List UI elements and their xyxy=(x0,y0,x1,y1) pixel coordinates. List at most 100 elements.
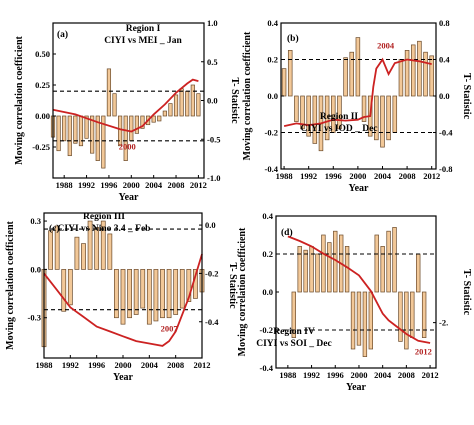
y-axis-label: Moving correlation coefficient xyxy=(242,31,253,160)
y2-tick-label: 0.8 xyxy=(439,18,450,28)
relationship-title: CIYI vs Nino 3.4 _ Feb xyxy=(58,224,151,234)
x-tick-label: 2004 xyxy=(141,360,159,370)
panel-a: 1988 1992 1996 2000 2004 2008 2012 -0.25 0.00 0.2… xyxy=(14,18,240,203)
bar xyxy=(162,110,167,117)
x-tick-label: 2000 xyxy=(123,180,140,190)
bar xyxy=(95,115,100,161)
bar xyxy=(73,115,78,144)
y2-tick-label: 0.5 xyxy=(207,57,218,67)
bar xyxy=(315,253,320,293)
x-axis-label: Year xyxy=(346,382,367,393)
x-tick-label: 1996 xyxy=(100,180,117,190)
bar xyxy=(56,115,61,152)
y-tick-label: -0.3 xyxy=(28,313,41,323)
x-tick-label: 2008 xyxy=(167,360,184,370)
y-tick-label: 0.2 xyxy=(262,249,273,259)
bar xyxy=(410,44,416,97)
y-tick-label: 0.2 xyxy=(267,55,278,65)
x-tick-label: 1992 xyxy=(300,171,317,181)
y2-tick-label: -0.4 xyxy=(205,317,219,327)
panel-d: 1988 1992 1996 2000 2004 2008 2012 -0.4 -0.2 0.0 0… xyxy=(237,211,472,393)
bar xyxy=(356,291,362,346)
y2-tick-label: 0.4 xyxy=(439,55,450,65)
bar xyxy=(94,227,100,270)
region-title: Region III xyxy=(83,212,125,222)
bar xyxy=(179,88,184,117)
x-axis-label: Year xyxy=(113,372,134,383)
t-statistic-line xyxy=(43,253,203,347)
y2-tick-label: 0.0 xyxy=(205,220,216,230)
bar xyxy=(324,95,330,141)
bar xyxy=(185,90,190,117)
bar xyxy=(306,95,311,137)
bar xyxy=(106,68,112,117)
y-axis-label: Moving correlation coefficient xyxy=(5,221,16,350)
panel-label: (a) xyxy=(57,29,68,40)
bar xyxy=(312,95,318,144)
y-tick-label: -0.25 xyxy=(32,142,50,152)
y-tick-label: -0.4 xyxy=(265,164,279,174)
y-tick-label: -0.2 xyxy=(260,325,273,335)
x-tick-label: 1992 xyxy=(303,370,320,380)
panel-c: 1988 1992 1996 2000 2004 2008 2012 -0.3 0.0 0.3 -0… xyxy=(5,212,238,383)
t-statistic-line xyxy=(52,78,199,133)
x-tick-label: 2008 xyxy=(399,171,416,181)
bar xyxy=(48,230,53,270)
bar xyxy=(392,95,398,133)
y2-tick-label: -0.8 xyxy=(439,164,452,174)
y-tick-label: -0.2 xyxy=(265,128,278,138)
x-tick-label: 2012 xyxy=(194,360,211,370)
t-statistic-line xyxy=(283,57,432,127)
bar xyxy=(355,37,361,97)
bar xyxy=(54,225,60,270)
bar xyxy=(362,291,368,357)
y2-axis-label: T- Statistic xyxy=(229,77,240,124)
bar xyxy=(404,291,409,350)
bar xyxy=(398,59,404,97)
bar xyxy=(291,291,296,338)
bar xyxy=(100,220,106,270)
bar xyxy=(62,115,67,142)
bar xyxy=(67,269,73,306)
bar xyxy=(429,55,434,97)
y-tick-label: 0.3 xyxy=(30,216,41,226)
bar xyxy=(101,115,106,169)
y2-axis-label: T- Statistic xyxy=(461,269,472,316)
bar xyxy=(90,115,95,154)
y2-tick-label: 0.0 xyxy=(207,96,218,106)
bar xyxy=(151,115,156,123)
x-tick-label: 1988 xyxy=(56,180,73,190)
bar xyxy=(374,95,379,141)
bar xyxy=(186,269,192,302)
bar xyxy=(349,51,354,97)
bar xyxy=(173,269,179,315)
x-tick-label: 2000 xyxy=(349,171,366,181)
y-axis-label: Moving correlation coefficient xyxy=(14,36,25,165)
bar xyxy=(392,227,397,293)
x-tick-label: 2004 xyxy=(145,180,163,190)
bar xyxy=(179,269,185,309)
x-tick-label: 1996 xyxy=(88,360,105,370)
x-tick-label: 1988 xyxy=(279,370,296,380)
bar xyxy=(417,40,422,97)
y2-tick-label: -0.4 xyxy=(439,128,453,138)
bar xyxy=(114,269,119,319)
y-tick-label: 0.50 xyxy=(35,49,50,59)
y2-tick-label: 0.0 xyxy=(439,91,450,101)
bar xyxy=(303,249,308,293)
bar xyxy=(386,95,391,141)
panel-label: (c) xyxy=(49,223,60,234)
bar xyxy=(294,95,299,122)
bar xyxy=(368,291,374,350)
bar xyxy=(297,246,302,293)
bar xyxy=(196,93,201,117)
y2-axis-label: T- Statistic xyxy=(461,73,472,120)
y-tick-label: 0.0 xyxy=(262,287,273,297)
x-tick-label: 2008 xyxy=(168,180,185,190)
y-axis-label: Moving correlation coefficient xyxy=(237,227,248,356)
x-tick-label: 2012 xyxy=(423,171,440,181)
bar xyxy=(190,84,195,117)
bar xyxy=(129,115,134,142)
bar xyxy=(118,115,123,147)
y-tick-label: 0.0 xyxy=(267,91,278,101)
